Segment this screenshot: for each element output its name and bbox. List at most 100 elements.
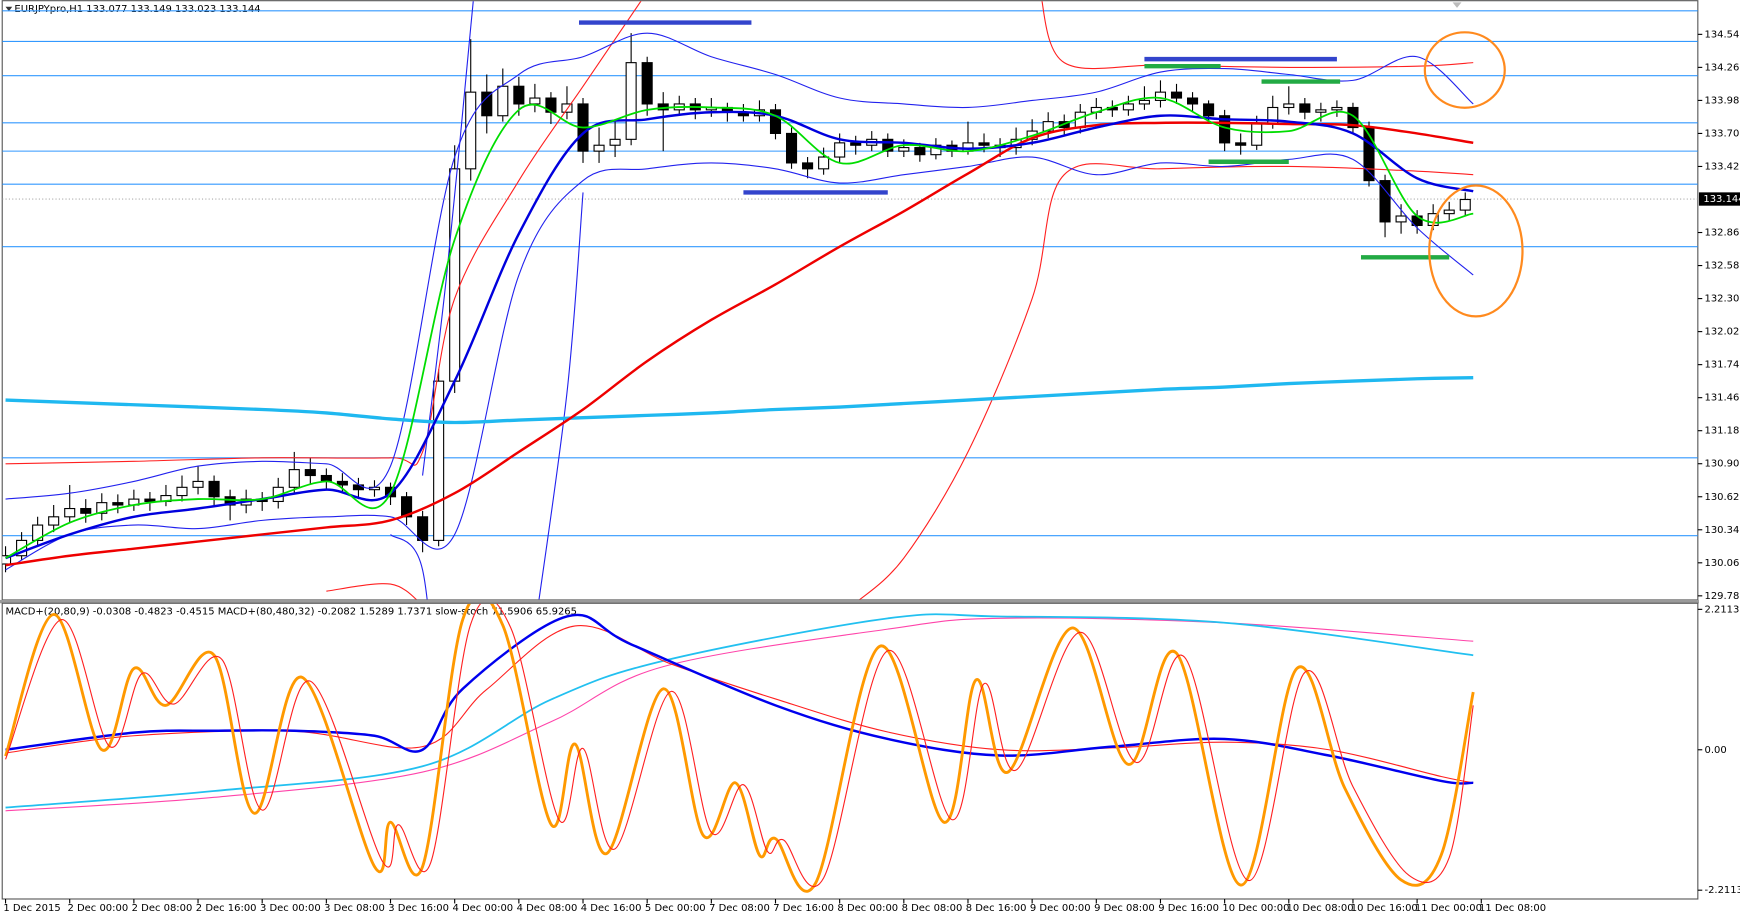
y-tick-label: 129.780 [1704,591,1740,602]
candle-body [1170,91,1183,99]
annotations [1423,31,1524,318]
candle-body [1347,106,1359,129]
indicator-line [5,603,1474,888]
symbol-header: EURJPYpro,H1 133.077 133.149 133.023 133… [14,4,260,15]
candle-body [882,138,894,152]
y-tick-label: 132.020 [1704,327,1740,338]
x-tick-label: 3 Dec 08:00 [324,903,385,914]
candle-body [401,496,413,518]
candle-body [625,62,637,140]
menu-arrow [5,6,13,12]
y-tick-label: 131.180 [1704,426,1740,437]
x-tick-label: 9 Dec 00:00 [1030,903,1091,914]
indicator-line [326,583,417,600]
y-tick-label: 2.2113 [1704,604,1739,615]
plot-area [4,603,1475,893]
x-tick-label: 7 Dec 16:00 [773,903,834,914]
indicator-line [5,613,1474,785]
indicator-line [5,121,1474,567]
x-tick-label: 10 Dec 16:00 [1351,903,1418,914]
candle-body [1122,103,1134,111]
candle-body [898,147,910,152]
candle-body [561,103,573,113]
x-tick-label: 4 Dec 00:00 [452,903,513,914]
indicator-line [5,613,1474,809]
candle-body [1154,91,1167,101]
x-tick-label: 5 Dec 00:00 [645,903,706,914]
candle-body [96,502,108,514]
candle-body [48,516,60,526]
indicator-header: MACD+(20,80,9) -0.0308 -0.4823 -0.4515 M… [6,607,577,618]
candle-body [1299,103,1311,113]
indicator-line [538,192,584,600]
candle-body [850,142,862,146]
indicator-line [859,163,1474,600]
y-tick-label: 131.740 [1704,360,1740,371]
candle-body [465,91,477,170]
x-tick-label: 10 Dec 08:00 [1287,903,1354,914]
candle-body [352,484,364,491]
x-tick-label: 10 Dec 00:00 [1222,903,1289,914]
pane-separator [0,599,1699,604]
last-price-box [1698,192,1740,206]
y-tick-label: 134.540 [1704,29,1740,40]
candle-body [1138,99,1150,105]
indicator-line [5,32,1474,500]
candle-body [609,138,621,146]
candle-body [513,85,525,105]
indicator-line [390,534,428,600]
candle-body [802,162,814,170]
y-tick-label: 130.060 [1704,558,1740,569]
plot-area [2,1,1698,600]
y-tick-label: 133.420 [1704,161,1740,172]
candle-body [481,91,493,117]
x-tick-label: 2 Dec 00:00 [67,903,128,914]
candle-body [1459,198,1471,211]
candle-body [176,486,188,497]
candle-body [336,480,348,486]
y-tick-label: 132.860 [1704,228,1740,239]
y-tick-label: 131.460 [1704,393,1740,404]
highlight-ellipse [1428,184,1524,318]
candle-body [32,524,44,541]
candle-body [641,62,653,105]
y-tick-label: 132.300 [1704,294,1740,305]
x-tick-label: 2 Dec 08:00 [132,903,193,914]
x-tick-label: 7 Dec 08:00 [709,903,770,914]
candle-body [1315,109,1327,113]
x-tick-label: 3 Dec 00:00 [260,903,321,914]
candle-body [449,168,461,382]
candle-body [1235,142,1247,146]
candle-body [1283,103,1295,109]
y-tick-label: 133.980 [1704,95,1740,106]
candle-body [593,144,605,152]
candle-body [112,502,124,506]
candle-body [1443,209,1455,215]
x-tick-label: 2 Dec 16:00 [196,903,257,914]
candle-body [497,85,509,117]
x-tick-label: 8 Dec 16:00 [966,903,1027,914]
x-tick-label: 9 Dec 16:00 [1158,903,1219,914]
indicator-line [422,1,474,476]
y-tick-label: -2.2113 [1704,885,1740,896]
y-tick-label: 130.900 [1704,459,1740,470]
x-tick-label: 8 Dec 08:00 [902,903,963,914]
candle-body [1187,97,1199,105]
y-tick-label: 130.620 [1704,492,1740,503]
indicator-line [5,1,642,466]
x-tick-label: 3 Dec 16:00 [388,903,449,914]
candle-body [208,480,220,498]
candle-body [80,507,92,514]
candle-body [288,469,300,488]
candle-body [1203,103,1215,117]
candle-body [417,516,429,541]
candle-body [529,97,541,105]
indicator-line [5,375,1474,425]
x-tick-label: 4 Dec 16:00 [581,903,642,914]
candle-body [769,109,782,134]
x-tick-label: 9 Dec 08:00 [1094,903,1155,914]
indicator-line [5,153,1474,571]
